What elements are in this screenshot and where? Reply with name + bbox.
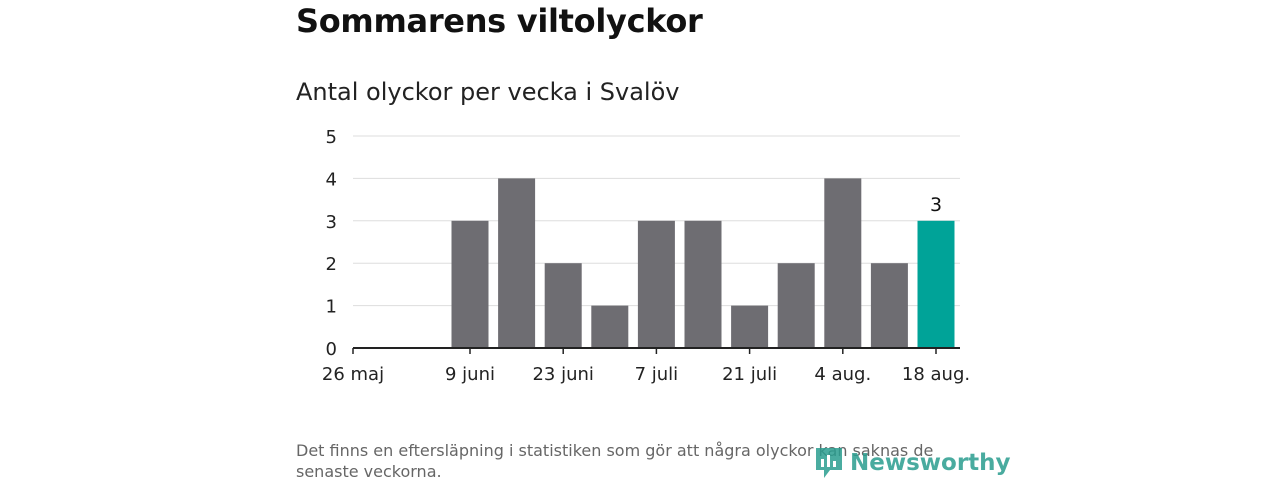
x-tick-label: 9 juni (445, 364, 495, 385)
bar (637, 220, 675, 348)
bar (824, 178, 862, 348)
bar (870, 263, 908, 348)
x-axis-tick-labels: 26 maj 9 juni 23 juni 7 juli 21 juli 4 aug. 18… (322, 364, 970, 385)
bar (544, 263, 582, 348)
newsworthy-logo-icon (816, 448, 842, 478)
bar (591, 305, 629, 348)
bar-highlighted (917, 220, 955, 348)
y-tick-label: 2 (326, 254, 337, 275)
bar (684, 220, 722, 348)
x-tick-label: 4 aug. (814, 364, 871, 385)
bars (451, 178, 955, 348)
chart-subtitle: Antal olyckor per vecka i Svalöv (296, 78, 680, 106)
x-tick-label: 23 juni (532, 364, 593, 385)
y-tick-label: 0 (326, 339, 337, 360)
footnote: Det finns en eftersläpning i statistiken… (296, 441, 934, 481)
bar (731, 305, 769, 348)
y-tick-label: 4 (326, 169, 337, 190)
data-labels: 3 (930, 194, 942, 216)
bar (498, 178, 536, 348)
bar (451, 220, 489, 348)
x-tick-label: 26 maj (322, 364, 384, 385)
y-tick-label: 3 (326, 212, 337, 233)
newsworthy-logo: Newsworthy (814, 446, 1011, 480)
chart-title: Sommarens viltolyckor (296, 2, 703, 40)
data-label-latest: 3 (930, 194, 942, 216)
newsworthy-logo-text: Newsworthy (850, 450, 1011, 476)
y-tick-label: 1 (326, 297, 337, 318)
y-axis-tick-labels: 0 1 2 3 4 5 (326, 127, 337, 360)
x-tick-label: 18 aug. (902, 364, 970, 385)
x-tick-label: 7 juli (635, 364, 679, 385)
bar (777, 263, 815, 348)
y-tick-label: 5 (326, 127, 337, 148)
x-axis (352, 347, 960, 354)
x-tick-label: 21 juli (722, 364, 777, 385)
